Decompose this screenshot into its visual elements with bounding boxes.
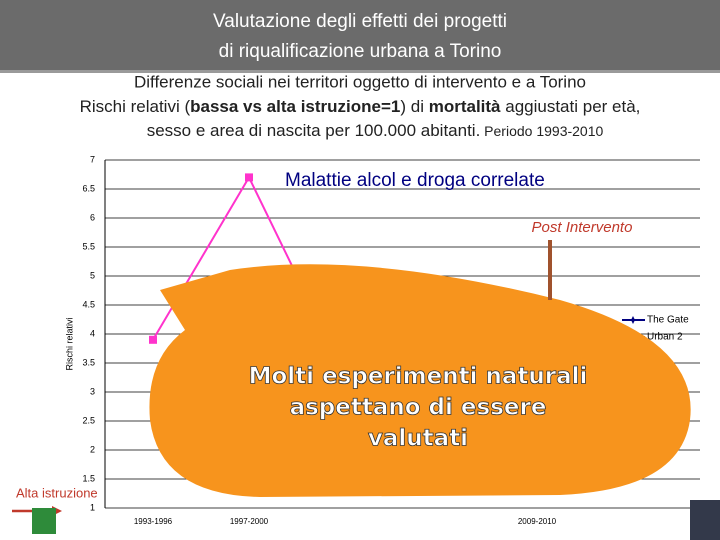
point-marker bbox=[245, 173, 253, 182]
y-tick-label: 2.5 bbox=[82, 415, 95, 425]
y-tick-label: 2 bbox=[90, 444, 95, 454]
subtitle-part: Periodo 1993-2010 bbox=[480, 123, 603, 139]
subtitle-part: mortalità bbox=[429, 97, 501, 116]
legend-marker bbox=[631, 316, 635, 324]
y-tick-label: 5.5 bbox=[82, 241, 95, 251]
y-tick-label: 1.5 bbox=[82, 473, 95, 483]
y-tick-label: 3 bbox=[90, 386, 95, 396]
post-intervento-bar bbox=[548, 240, 552, 300]
callout-text: Molti esperimenti naturali bbox=[249, 364, 588, 390]
x-tick-label: 1993-1996 bbox=[134, 517, 173, 526]
header-rule bbox=[0, 70, 720, 73]
callout-text: aspettano di essere bbox=[290, 395, 547, 421]
header-title: di riqualificazione urbana a Torino bbox=[219, 41, 502, 62]
subtitle-part: ) di bbox=[400, 97, 428, 116]
y-axis-label: Rischi relativi bbox=[64, 317, 74, 370]
annotation: Post Intervento bbox=[532, 219, 633, 236]
y-tick-label: 6.5 bbox=[82, 183, 95, 193]
y-tick-label: 3.5 bbox=[82, 357, 95, 367]
y-tick-label: 6 bbox=[90, 212, 95, 222]
x-tick-label: 2009-2010 bbox=[518, 517, 557, 526]
y-tick-label: 7 bbox=[90, 154, 95, 164]
corner-block bbox=[690, 500, 720, 540]
y-tick-label: 5 bbox=[90, 270, 95, 280]
y-tick-label: 4.5 bbox=[82, 299, 95, 309]
annotation: Alta istruzione bbox=[16, 485, 98, 500]
subtitle-part: sesso e area di nascita per 100.000 abit… bbox=[147, 121, 481, 140]
header-title: Valutazione degli effetti dei progetti bbox=[213, 11, 507, 32]
x-tick-label: 1997-2000 bbox=[230, 517, 269, 526]
overlay: Post Intervento Alta istruzione Molti espe… bbox=[12, 219, 720, 540]
point-marker bbox=[149, 335, 157, 344]
subtitle-part: Rischi relativi ( bbox=[80, 97, 191, 116]
legend-label: Urban 2 bbox=[647, 332, 683, 343]
logo bbox=[32, 508, 56, 534]
subtitle-part: aggiustati per età, bbox=[501, 97, 641, 116]
series-label: Malattie alcol e droga correlate bbox=[285, 170, 545, 191]
callout-shape bbox=[149, 264, 691, 497]
subtitle-part: bassa vs alta istruzione=1 bbox=[190, 97, 400, 116]
subtitle: Rischi relativi (bassa vs alta istruzion… bbox=[80, 97, 641, 116]
y-tick-label: 4 bbox=[90, 328, 95, 338]
subtitle: sesso e area di nascita per 100.000 abit… bbox=[147, 121, 604, 140]
callout-text: valutati bbox=[368, 426, 468, 452]
subtitle: Differenze sociali nei territori oggetto… bbox=[134, 72, 586, 91]
legend-label: The Gate bbox=[647, 315, 689, 326]
y-tick-label: 1 bbox=[90, 502, 95, 512]
header-band bbox=[0, 0, 720, 72]
